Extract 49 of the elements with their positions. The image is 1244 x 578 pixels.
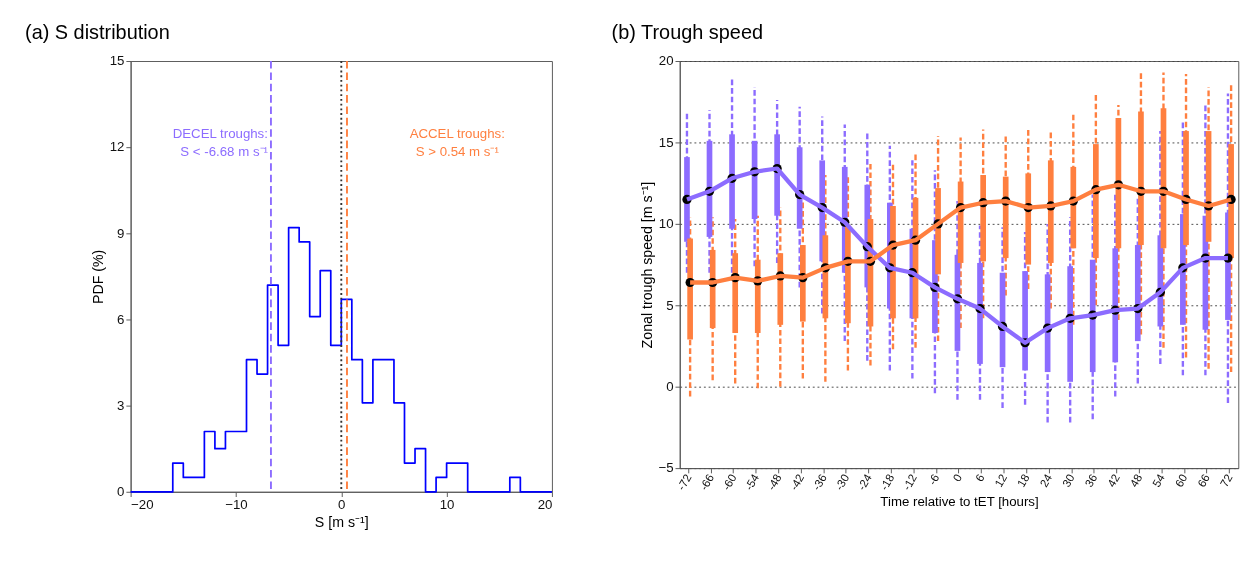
- x-tick-label: 54: [1150, 472, 1167, 490]
- x-tick-label: -6: [926, 472, 942, 487]
- x-tick-label: 10: [439, 497, 455, 513]
- x-tick-label: 12: [992, 472, 1010, 490]
- y-tick-label: 6: [117, 311, 125, 327]
- y-tick-label: 12: [109, 139, 125, 155]
- y-tick-label: 20: [658, 53, 674, 69]
- y-tick-label: −5: [658, 460, 674, 476]
- x-tick-label: 36: [1082, 472, 1100, 490]
- y-tick-label: 10: [658, 216, 674, 232]
- x-tick-label: -48: [765, 472, 784, 493]
- x-tick-label: -30: [832, 472, 852, 493]
- annotation: DECEL troughs: S < -6.68 m s⁻¹: [172, 125, 269, 159]
- annotation: ACCEL troughs: S > 0.54 m s⁻¹: [409, 125, 505, 159]
- x-tick-label: −10: [225, 497, 248, 513]
- x-tick-label: -12: [900, 472, 919, 493]
- x-tick-label: -18: [877, 472, 897, 493]
- y-tick-label: 5: [666, 297, 674, 313]
- y-axis-title: Zonal trough speed [m s⁻¹]: [638, 181, 655, 349]
- y-tick-label: 3: [117, 397, 125, 413]
- x-tick-label: 42: [1105, 472, 1122, 490]
- x-tick-label: 60: [1172, 472, 1190, 490]
- y-tick-label: 15: [109, 53, 125, 69]
- y-tick-label: 9: [117, 225, 125, 241]
- x-tick-label: 0: [950, 472, 965, 484]
- chart-title: (a) S distribution: [25, 21, 170, 44]
- x-tick-label: −20: [131, 497, 154, 513]
- x-tick-label: -54: [742, 472, 762, 493]
- x-tick-label: 30: [1060, 472, 1077, 490]
- x-tick-label: 20: [537, 497, 553, 513]
- x-tick-label: 66: [1195, 472, 1212, 490]
- y-tick-label: 0: [666, 378, 674, 394]
- x-axis-title: Time relative to tET [hours]: [880, 494, 1039, 510]
- x-tick-label: 0: [338, 497, 346, 513]
- x-tick-label: -66: [697, 472, 717, 493]
- x-tick-label: -72: [674, 472, 694, 493]
- x-tick-label: -60: [720, 472, 739, 493]
- chart-title: (b) Trough speed: [611, 21, 763, 44]
- x-tick-label: 72: [1217, 472, 1235, 490]
- y-axis-title: PDF (%): [90, 249, 107, 305]
- y-tick-label: 15: [658, 134, 674, 150]
- x-tick-label: 48: [1127, 472, 1145, 490]
- x-tick-label: -36: [810, 472, 829, 493]
- x-tick-label: -24: [855, 472, 874, 493]
- x-tick-label: 24: [1037, 472, 1055, 490]
- x-tick-label: -42: [787, 472, 807, 493]
- x-tick-label: 18: [1014, 472, 1032, 490]
- x-axis-title: S [m s⁻¹]: [314, 514, 369, 531]
- x-tick-label: 6: [973, 472, 987, 484]
